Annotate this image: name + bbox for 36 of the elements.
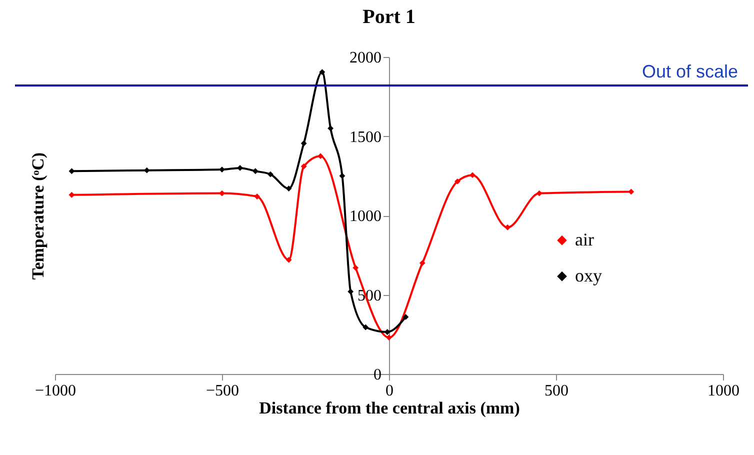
y-tick-label: 1000 xyxy=(350,208,382,225)
y-tick-label: 2000 xyxy=(350,50,382,66)
point xyxy=(352,264,359,271)
x-tick-label: −500 xyxy=(206,382,240,400)
point xyxy=(319,69,326,76)
x-axis-title: Distance from the central axis (mm) xyxy=(259,398,520,418)
point xyxy=(339,172,346,179)
point xyxy=(219,190,225,196)
point xyxy=(504,224,511,230)
point xyxy=(470,172,476,178)
point xyxy=(348,288,354,295)
chart-title: Port 1 xyxy=(362,6,416,28)
point xyxy=(300,163,307,170)
point xyxy=(252,168,258,174)
legend-label: air xyxy=(575,229,594,250)
x-tick-label: 500 xyxy=(544,382,568,400)
y-tick-label: 0 xyxy=(374,366,382,384)
point xyxy=(237,164,243,171)
point xyxy=(286,186,292,192)
x-tick-label: 1000 xyxy=(708,382,740,400)
point xyxy=(454,178,460,184)
point xyxy=(328,125,334,132)
point xyxy=(362,324,369,330)
legend-label: oxy xyxy=(575,265,602,286)
x-tick-label: −1000 xyxy=(34,382,76,400)
point xyxy=(419,260,426,266)
ref-line-label: Out of scale xyxy=(642,62,738,82)
point xyxy=(286,256,292,263)
point xyxy=(254,194,260,200)
x-tick-label: 0 xyxy=(386,382,394,400)
point xyxy=(402,314,409,320)
point xyxy=(267,171,274,178)
y-tick-label: 1500 xyxy=(350,128,382,146)
point xyxy=(300,140,307,146)
point xyxy=(318,153,324,160)
y-axis-title: Temperature (ᵒC) xyxy=(28,152,48,280)
